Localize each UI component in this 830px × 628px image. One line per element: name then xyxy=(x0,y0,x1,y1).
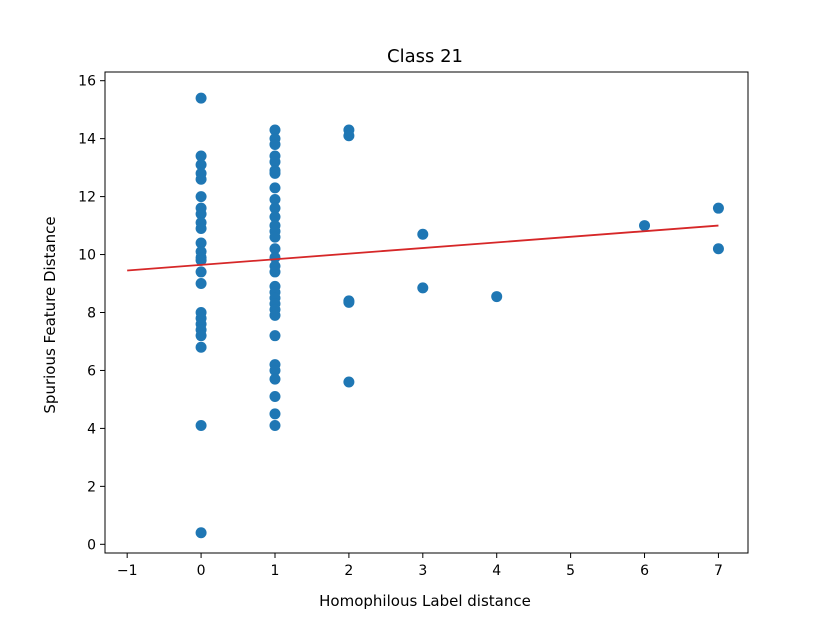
x-tick-label: 0 xyxy=(197,563,206,579)
data-point xyxy=(269,330,281,342)
chart-title: Class 21 xyxy=(387,46,463,67)
y-tick-label: 8 xyxy=(87,306,96,322)
y-tick-label: 6 xyxy=(87,363,96,379)
data-point xyxy=(712,202,724,214)
x-tick-label: 3 xyxy=(418,563,427,579)
x-tick-label: 4 xyxy=(492,563,501,579)
data-point xyxy=(195,191,207,203)
data-point xyxy=(712,243,724,255)
y-tick-label: 16 xyxy=(78,74,96,90)
data-point xyxy=(195,173,207,185)
data-point xyxy=(639,220,651,232)
fit-line-layer xyxy=(127,224,719,272)
data-point xyxy=(195,150,207,162)
data-point xyxy=(195,92,207,104)
data-point xyxy=(417,282,429,294)
x-tick-label: 1 xyxy=(271,563,280,579)
data-point xyxy=(491,291,503,303)
x-tick-label: 6 xyxy=(640,563,649,579)
y-tick-label: 10 xyxy=(78,248,96,264)
x-tick-label: 5 xyxy=(566,563,575,579)
x-tick-label: −1 xyxy=(117,563,138,579)
plot-frame xyxy=(104,71,749,554)
data-point xyxy=(343,296,355,308)
data-point xyxy=(269,408,281,420)
y-tick-label: 0 xyxy=(87,537,96,553)
x-tick-label: 2 xyxy=(344,563,353,579)
data-point xyxy=(195,341,207,353)
data-point xyxy=(269,193,281,205)
data-point xyxy=(417,228,429,240)
data-point xyxy=(343,376,355,388)
data-point xyxy=(195,330,207,342)
x-axis-label: Homophilous Label distance xyxy=(319,592,531,610)
y-tick-label: 4 xyxy=(87,421,96,437)
data-point xyxy=(195,527,207,539)
data-point xyxy=(269,182,281,194)
y-ticks: 0 2 4 6 8 10 12 14 16 xyxy=(78,74,105,553)
data-point xyxy=(269,167,281,179)
data-point xyxy=(195,420,207,432)
y-tick-label: 2 xyxy=(87,479,96,495)
data-point xyxy=(269,211,281,223)
y-axis-label: Spurious Feature Distance xyxy=(41,216,59,413)
data-point xyxy=(269,309,281,321)
x-ticks: −1 0 1 2 3 4 5 6 7 xyxy=(117,553,723,579)
data-point xyxy=(343,130,355,142)
data-point xyxy=(269,231,281,243)
data-point xyxy=(195,254,207,266)
y-tick-label: 12 xyxy=(78,190,96,206)
data-point xyxy=(269,138,281,150)
data-point xyxy=(269,391,281,403)
data-point xyxy=(269,364,281,376)
data-point xyxy=(195,222,207,234)
data-point xyxy=(269,373,281,385)
data-point xyxy=(195,159,207,171)
points-layer xyxy=(195,92,724,539)
data-point xyxy=(269,243,281,255)
data-point xyxy=(269,420,281,432)
data-point xyxy=(195,278,207,290)
data-point xyxy=(269,202,281,214)
data-point xyxy=(269,266,281,278)
fit-line xyxy=(127,224,719,272)
data-point xyxy=(269,124,281,136)
data-point xyxy=(195,237,207,249)
data-point xyxy=(195,266,207,278)
data-point xyxy=(269,156,281,168)
y-tick-label: 14 xyxy=(78,132,96,148)
x-tick-label: 7 xyxy=(714,563,723,579)
data-point xyxy=(195,208,207,220)
